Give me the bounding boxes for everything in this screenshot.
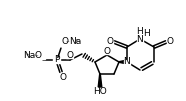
Text: ⁺: ⁺ bbox=[75, 40, 79, 46]
Bar bbox=[54, 57, 60, 63]
Bar bbox=[21, 53, 45, 59]
Text: ⁺: ⁺ bbox=[25, 54, 29, 60]
Text: Na: Na bbox=[69, 37, 81, 46]
Bar bbox=[107, 39, 113, 45]
Bar bbox=[60, 75, 67, 79]
Bar bbox=[54, 40, 74, 46]
Text: HO: HO bbox=[93, 87, 107, 96]
Bar bbox=[124, 59, 130, 65]
Text: ⁻: ⁻ bbox=[34, 54, 38, 60]
Text: O: O bbox=[103, 46, 110, 56]
Text: H: H bbox=[144, 29, 150, 38]
Text: O: O bbox=[166, 37, 174, 46]
Polygon shape bbox=[98, 74, 102, 87]
Bar bbox=[103, 48, 110, 54]
Bar bbox=[137, 36, 143, 42]
Bar bbox=[139, 31, 147, 35]
Text: H: H bbox=[137, 27, 143, 36]
Text: ⁻: ⁻ bbox=[66, 40, 70, 46]
Bar bbox=[67, 53, 73, 57]
Text: Na: Na bbox=[23, 52, 35, 60]
Text: O: O bbox=[35, 52, 42, 60]
Text: N: N bbox=[137, 35, 143, 44]
Text: P: P bbox=[54, 56, 60, 65]
Text: O: O bbox=[60, 74, 67, 83]
Text: O: O bbox=[107, 37, 113, 46]
Polygon shape bbox=[119, 60, 127, 64]
Text: N: N bbox=[124, 57, 130, 66]
Text: O: O bbox=[62, 37, 69, 46]
Text: O: O bbox=[67, 50, 73, 59]
Bar bbox=[167, 39, 173, 45]
